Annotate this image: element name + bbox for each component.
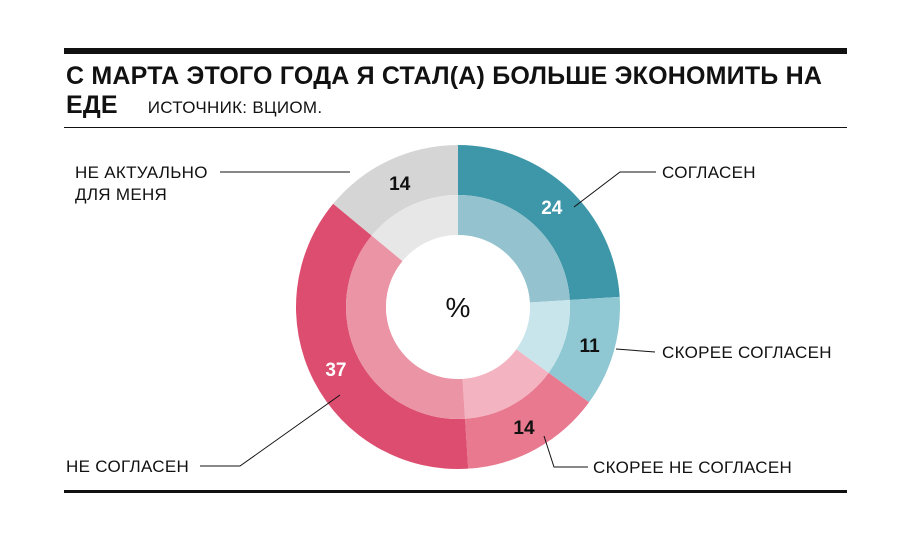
donut-hole xyxy=(386,235,530,379)
value-label-2: 14 xyxy=(513,418,535,439)
outer-ring xyxy=(295,145,621,470)
value-label-0: 24 xyxy=(541,198,563,219)
slice-inner-0 xyxy=(458,195,570,303)
leader-line-1 xyxy=(615,348,656,353)
category-label-2: СКОРЕЕ НЕ СОГЛАСЕН xyxy=(593,458,792,477)
center-unit-label: % xyxy=(446,292,471,323)
header-rule xyxy=(64,127,847,128)
category-label-4: НЕ АКТУАЛЬНО ДЛЯ МЕНЯ xyxy=(75,163,208,204)
top-rule xyxy=(64,48,847,54)
leader-line-2 xyxy=(543,435,588,468)
category-label-1: СКОРЕЕ СОГЛАСЕН xyxy=(662,343,832,362)
bottom-rule xyxy=(64,490,847,493)
value-labels: 24 11 14 37 14 xyxy=(325,174,600,439)
leader-lines xyxy=(200,171,656,468)
slice-outer-4 xyxy=(333,145,458,236)
slice-outer-2 xyxy=(465,372,590,469)
value-label-1: 11 xyxy=(580,336,601,357)
inner-ring xyxy=(346,195,570,419)
value-label-3: 37 xyxy=(325,360,346,381)
category-label-3: НЕ СОГЛАСЕН xyxy=(66,457,189,476)
category-label-0: СОГЛАСЕН xyxy=(662,163,756,182)
slice-outer-3 xyxy=(295,203,469,470)
slice-outer-0 xyxy=(458,145,620,300)
slice-inner-3 xyxy=(346,235,466,419)
value-label-4: 14 xyxy=(389,174,411,195)
slice-inner-4 xyxy=(371,195,458,262)
leader-line-3 xyxy=(200,394,341,467)
slice-inner-1 xyxy=(516,299,570,373)
slice-inner-2 xyxy=(462,349,549,419)
category-labels: СОГЛАСЕН СКОРЕЕ СОГЛАСЕН СКОРЕЕ НЕ СОГЛАСЕ… xyxy=(66,163,832,477)
leader-line-0 xyxy=(573,171,656,208)
slice-outer-1 xyxy=(548,296,621,403)
chart-title: С МАРТА ЭТОГО ГОДА Я СТАЛ(А) БОЛЬШЕ ЭКОН… xyxy=(66,62,826,122)
chart-title-text: С МАРТА ЭТОГО ГОДА Я СТАЛ(А) БОЛЬШЕ ЭКОН… xyxy=(66,62,823,119)
chart-source: ИСТОЧНИК: ВЦИОМ. xyxy=(147,98,323,117)
